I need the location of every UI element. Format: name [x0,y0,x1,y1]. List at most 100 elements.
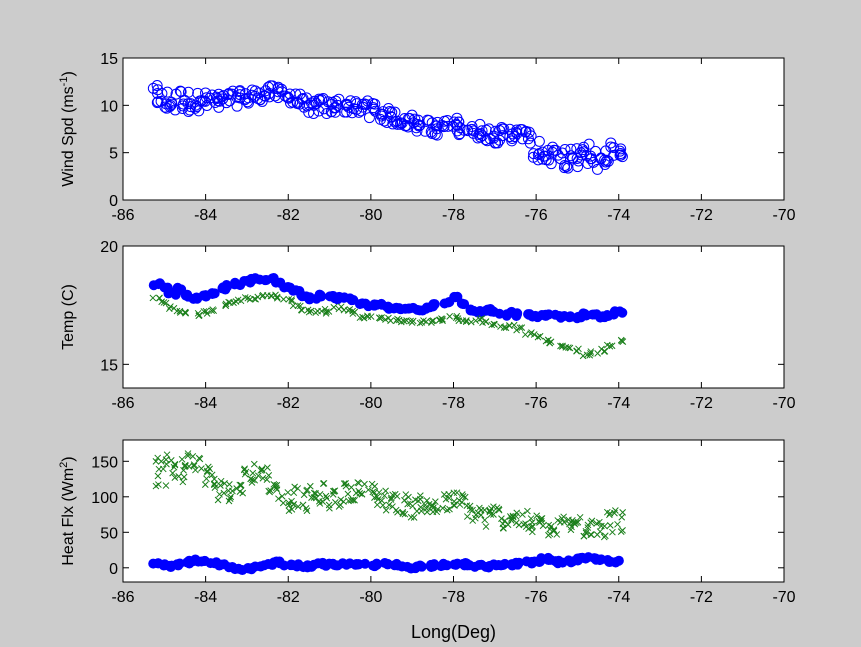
data-point [162,482,170,489]
data-point [184,450,192,457]
data-point [458,498,466,506]
data-point [207,288,218,299]
data-point [196,455,204,463]
data-point [609,528,616,536]
data-point [200,308,208,315]
data-point [355,479,363,487]
data-point [582,527,590,535]
data-point [579,352,587,360]
data-point [533,512,541,520]
data-point [567,526,575,534]
data-point [536,153,548,165]
data-point [225,487,232,495]
data-point [559,342,566,350]
data-point [241,465,249,473]
data-point [608,342,616,350]
data-point [284,489,292,496]
data-point [346,294,357,305]
data-point [580,532,588,540]
data-point [534,333,542,341]
data-point [438,121,450,133]
data-point [344,490,352,498]
data-point [270,277,281,288]
data-point [490,511,497,518]
data-point [404,500,411,508]
data-point [220,489,228,497]
data-point [423,505,430,512]
data-point [616,151,628,163]
data-point [433,508,441,516]
data-point [596,518,603,526]
data-point [385,501,393,509]
data-point [414,497,422,505]
data-point [319,480,327,487]
data-points [148,273,628,360]
data-point [556,518,564,526]
data-points [148,450,627,576]
data-point [481,506,488,514]
data-point [303,487,310,495]
x-tick-label: -74 [607,589,630,606]
x-tick-label: -82 [277,395,300,412]
data-point [315,497,323,505]
data-point [439,315,446,323]
data-point [226,480,233,488]
data-point [175,86,187,98]
data-point [211,481,218,488]
data-point [521,331,529,338]
data-point [583,138,595,150]
data-point [257,467,265,474]
data-point [349,496,357,504]
data-point [220,97,232,109]
data-point [184,452,192,460]
data-point [208,471,216,479]
data-point [194,309,202,317]
data-point [251,295,258,303]
data-point [250,460,258,468]
data-point [165,305,173,313]
data-point [198,465,205,472]
data-point [303,99,315,111]
data-point [290,501,297,508]
data-point [234,85,246,97]
x-tick-label: -78 [442,395,465,412]
data-point [345,95,357,107]
data-point [279,282,290,293]
data-point [160,98,172,110]
data-point [528,329,535,336]
data-point [513,326,520,334]
x-tick-label: -80 [359,395,382,412]
data-point [349,307,356,315]
data-point [582,529,590,537]
data-point [169,469,176,477]
data-point [203,467,211,475]
data-point [214,496,222,504]
data-point [190,461,198,469]
data-point [487,505,495,512]
data-point [450,292,461,303]
data-point [371,559,382,570]
data-point [467,318,475,326]
x-tick-label: -74 [607,207,630,224]
data-point [416,561,427,572]
y-tick-label: 100 [91,490,118,507]
data-point [180,473,188,481]
data-point [450,501,458,509]
data-point [306,482,314,490]
data-point [394,315,401,323]
data-point [407,513,415,521]
data-point [431,498,439,505]
data-point [457,298,468,309]
data-point [353,559,364,570]
x-tick-label: -72 [690,207,713,224]
series-0 [152,450,627,541]
data-point [614,149,626,161]
data-point [172,282,183,293]
data-point [337,558,348,569]
data-point [374,496,382,503]
data-point [369,105,381,117]
data-point [413,507,421,515]
data-point [462,125,474,137]
data-point [177,98,189,110]
x-tick-label: -76 [525,395,548,412]
